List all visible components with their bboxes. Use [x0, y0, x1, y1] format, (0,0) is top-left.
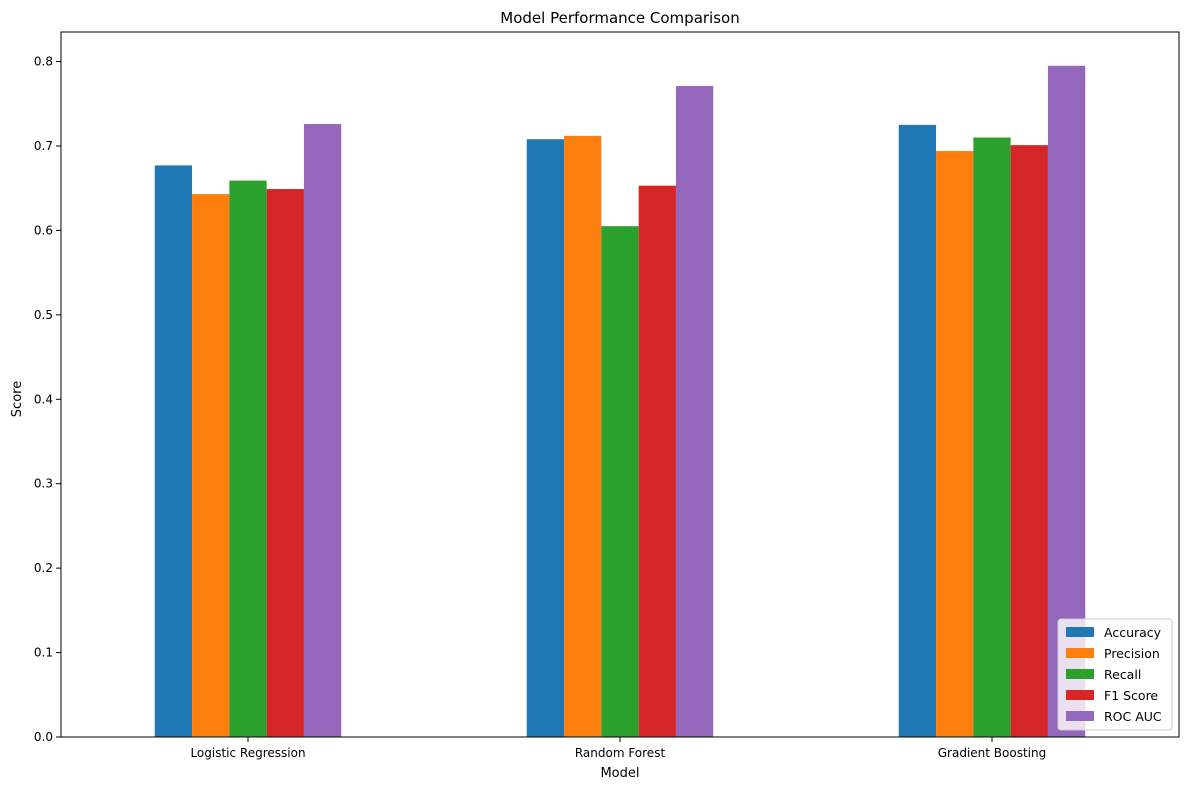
bar-recall-0 — [229, 180, 267, 738]
x-axis-label: Model — [600, 766, 639, 781]
x-tick-label: Random Forest — [575, 746, 666, 760]
bars-group — [154, 65, 1086, 738]
legend-box — [1057, 618, 1173, 731]
x-tick-label: Gradient Boosting — [938, 746, 1046, 760]
x-tick-label: Logistic Regression — [190, 746, 305, 760]
y-tick-label: 0.6 — [34, 223, 53, 237]
bar-roc-auc-1 — [675, 86, 714, 738]
bar-f1-score-2 — [1010, 145, 1048, 737]
y-tick-label: 0.2 — [34, 561, 53, 575]
legend-label: Precision — [1104, 646, 1160, 661]
y-tick-label: 0.8 — [34, 55, 53, 69]
bar-recall-1 — [601, 226, 639, 737]
legend-label: Accuracy — [1104, 625, 1162, 640]
bar-accuracy-2 — [898, 124, 937, 738]
legend-label: ROC AUC — [1104, 709, 1162, 724]
bar-precision-1 — [564, 135, 602, 738]
legend-swatch — [1066, 627, 1094, 637]
y-tick-label: 0.1 — [34, 646, 53, 660]
legend: Accuracy Precision Recall F1 Score ROC AUC — [1057, 618, 1173, 731]
bar-precision-0 — [192, 194, 230, 738]
y-tick-label: 0.4 — [34, 392, 53, 406]
y-tick-label: 0.7 — [34, 139, 53, 153]
bar-f1-score-0 — [266, 189, 304, 738]
chart-title: Model Performance Comparison — [500, 9, 739, 27]
y-tick-label: 0.0 — [34, 730, 53, 744]
legend-swatch — [1066, 669, 1094, 679]
bar-recall-2 — [973, 137, 1011, 738]
legend-swatch — [1066, 648, 1094, 658]
bar-precision-2 — [936, 151, 974, 738]
bar-accuracy-1 — [526, 139, 565, 738]
legend-swatch — [1066, 711, 1094, 721]
y-axis-label: Score — [10, 381, 25, 417]
y-tick-label: 0.5 — [34, 308, 53, 322]
y-tick-label: 0.3 — [34, 477, 53, 491]
bar-f1-score-1 — [638, 185, 676, 737]
legend-label: Recall — [1104, 667, 1141, 682]
x-axis: Logistic Regression Random Forest Gradient… — [190, 737, 1046, 760]
bar-accuracy-0 — [154, 165, 193, 737]
legend-label: F1 Score — [1104, 688, 1158, 703]
y-axis: 0.0 0.1 0.2 0.3 0.4 0.5 0.6 0.7 0.8 — [34, 55, 61, 744]
legend-swatch — [1066, 690, 1094, 700]
bar-roc-auc-0 — [303, 124, 342, 737]
